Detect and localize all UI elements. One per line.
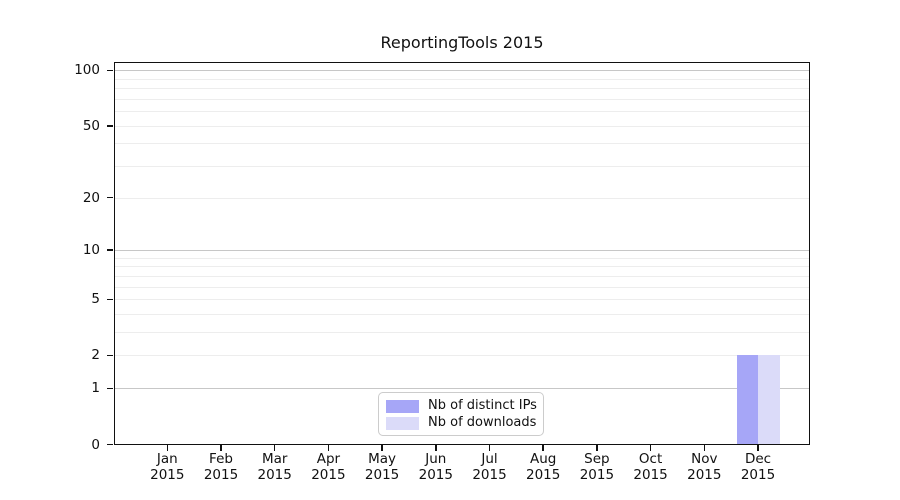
legend-swatch-downloads bbox=[386, 416, 419, 430]
minor-gridline bbox=[115, 111, 809, 113]
minor-gridline bbox=[115, 355, 809, 357]
minor-gridline bbox=[115, 257, 809, 259]
legend-item-downloads: Nb of downloads bbox=[386, 415, 537, 431]
major-gridline bbox=[115, 70, 809, 72]
minor-gridline bbox=[115, 266, 809, 268]
y-tick-mark bbox=[107, 387, 113, 390]
y-tick-label: 0 bbox=[91, 436, 100, 453]
x-tick-mark bbox=[542, 444, 544, 451]
major-gridline bbox=[115, 250, 809, 252]
minor-gridline bbox=[115, 286, 809, 288]
x-tick-mark bbox=[596, 444, 598, 451]
y-tick-mark bbox=[107, 298, 113, 300]
minor-gridline bbox=[115, 78, 809, 80]
legend-swatch-distinct-ips bbox=[386, 399, 419, 413]
x-tick-label: Jan 2015 bbox=[150, 450, 185, 483]
legend-item-distinct-ips: Nb of distinct IPs bbox=[386, 398, 537, 414]
y-tick-label: 5 bbox=[91, 291, 100, 308]
x-tick-mark bbox=[757, 444, 759, 451]
x-tick-label: Jul 2015 bbox=[472, 450, 507, 483]
y-tick-mark bbox=[107, 125, 113, 127]
x-tick-mark bbox=[273, 444, 276, 451]
minor-gridline bbox=[115, 98, 809, 100]
minor-gridline bbox=[115, 299, 809, 301]
chart-title: ReportingTools 2015 bbox=[380, 33, 544, 52]
x-tick-label: Jun 2015 bbox=[418, 450, 453, 483]
minor-gridline bbox=[115, 143, 809, 145]
x-tick-label: Mar 2015 bbox=[257, 450, 292, 483]
x-tick-mark bbox=[220, 444, 222, 451]
y-tick-mark bbox=[107, 249, 113, 251]
x-tick-label: Aug 2015 bbox=[526, 450, 561, 483]
minor-gridline bbox=[115, 314, 809, 316]
bar-nb-of-downloads-dec bbox=[758, 355, 780, 445]
y-tick-label: 10 bbox=[82, 242, 100, 259]
y-tick-mark bbox=[107, 443, 113, 446]
x-tick-mark bbox=[649, 444, 652, 451]
x-tick-label: Apr 2015 bbox=[311, 450, 346, 483]
x-tick-mark bbox=[703, 444, 706, 451]
minor-gridline bbox=[115, 166, 809, 168]
y-tick-mark bbox=[107, 196, 113, 199]
minor-gridline bbox=[115, 197, 809, 199]
y-tick-mark bbox=[107, 69, 113, 72]
minor-gridline bbox=[115, 275, 809, 277]
y-tick-label: 1 bbox=[91, 380, 100, 397]
y-tick-label: 2 bbox=[91, 347, 100, 364]
x-tick-label: Nov 2015 bbox=[687, 450, 722, 483]
y-tick-label: 100 bbox=[74, 62, 100, 79]
x-tick-mark bbox=[166, 444, 169, 451]
x-tick-mark bbox=[327, 444, 330, 451]
x-tick-label: Sep 2015 bbox=[579, 450, 615, 483]
x-tick-label: Dec 2015 bbox=[740, 450, 776, 483]
x-tick-mark bbox=[488, 444, 491, 451]
legend-label-downloads: Nb of downloads bbox=[428, 415, 537, 430]
x-tick-mark bbox=[381, 444, 383, 451]
x-tick-label: May 2015 bbox=[364, 450, 400, 483]
x-tick-mark bbox=[435, 444, 437, 451]
x-tick-label: Feb 2015 bbox=[203, 450, 239, 483]
legend: Nb of distinct IPs Nb of downloads bbox=[378, 392, 544, 436]
y-tick-label: 20 bbox=[82, 189, 100, 206]
minor-gridline bbox=[115, 125, 809, 127]
y-tick-mark bbox=[107, 354, 113, 357]
y-tick-label: 50 bbox=[82, 117, 100, 134]
major-gridline bbox=[115, 388, 809, 390]
bar-nb-of-distinct-ips-dec bbox=[736, 355, 758, 445]
minor-gridline bbox=[115, 88, 809, 90]
x-tick-label: Oct 2015 bbox=[633, 450, 668, 483]
minor-gridline bbox=[115, 332, 809, 334]
legend-label-distinct-ips: Nb of distinct IPs bbox=[428, 398, 537, 413]
